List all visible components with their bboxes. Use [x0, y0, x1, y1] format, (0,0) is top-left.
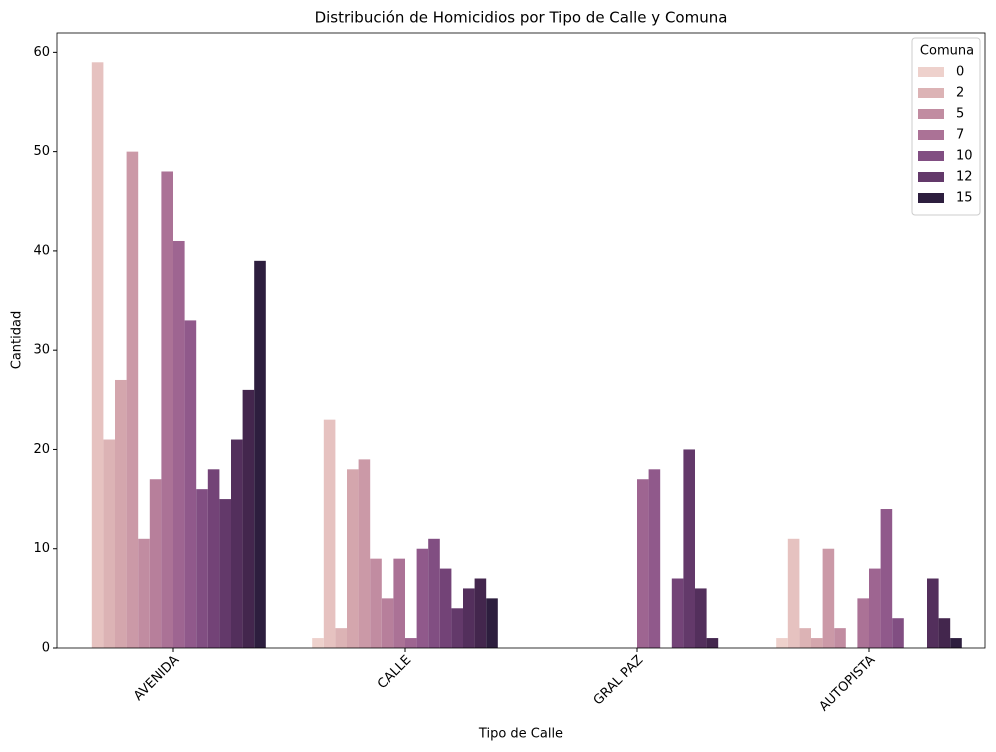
bar	[149, 479, 162, 648]
bar	[463, 588, 475, 648]
bar	[416, 548, 429, 648]
x-tick-label: GRAL PAZ	[591, 653, 647, 709]
bar	[439, 568, 452, 648]
bar	[428, 538, 440, 648]
bar	[207, 469, 220, 648]
legend-label: 5	[956, 107, 964, 122]
legend-label: 0	[956, 65, 964, 80]
bar	[695, 588, 707, 648]
y-tick-label: 60	[33, 45, 50, 60]
bar	[787, 538, 800, 648]
legend-label: 10	[956, 149, 973, 164]
legend-box	[911, 37, 981, 216]
y-tick-label: 10	[33, 541, 50, 556]
bar	[126, 151, 139, 648]
bar	[776, 638, 788, 648]
legend-swatch	[918, 193, 944, 203]
legend-swatch	[918, 88, 944, 98]
x-tick-label: CALLE	[375, 653, 414, 692]
bar	[161, 171, 173, 648]
bar	[231, 439, 243, 648]
legend-swatch	[918, 151, 944, 161]
bar	[370, 558, 382, 648]
legend-swatch	[918, 172, 944, 182]
axes-frame	[56, 32, 986, 649]
x-axis-label: Tipo de Calle	[478, 727, 563, 742]
bar	[219, 499, 231, 648]
bar	[451, 608, 463, 648]
legend-title: Comuna	[920, 44, 974, 59]
y-tick-label: 30	[33, 343, 50, 358]
y-axis-label: Cantidad	[10, 311, 25, 369]
bar	[799, 628, 811, 648]
bar	[335, 628, 347, 648]
bar	[938, 618, 951, 648]
legend-label: 15	[956, 191, 973, 206]
bar	[880, 509, 893, 648]
bar	[115, 379, 127, 648]
y-tick-label: 40	[33, 243, 50, 258]
bar	[950, 638, 962, 648]
bar	[323, 419, 336, 648]
legend-swatch	[918, 109, 944, 119]
bar	[381, 598, 394, 648]
y-tick-label: 0	[42, 641, 50, 656]
x-tick-label: AUTOPISTA	[817, 653, 879, 715]
bar	[822, 548, 835, 648]
y-tick-label: 20	[33, 442, 50, 457]
bar	[405, 638, 417, 648]
bar	[927, 578, 939, 648]
chart-title: Distribución de Homicidios por Tipo de C…	[315, 9, 728, 27]
bar	[857, 598, 869, 648]
legend-swatch	[918, 67, 944, 77]
bar	[811, 638, 823, 648]
bar	[474, 578, 487, 648]
bar	[892, 618, 904, 648]
bar	[358, 459, 371, 648]
bar	[138, 538, 150, 648]
bar	[242, 389, 255, 648]
bar	[347, 469, 359, 648]
bar	[184, 320, 197, 648]
bar	[834, 628, 846, 648]
legend-label: 2	[956, 86, 964, 101]
bar	[254, 260, 266, 648]
bar	[683, 449, 695, 648]
bar	[196, 489, 208, 648]
bar	[91, 62, 104, 649]
bar	[637, 479, 649, 648]
bar	[173, 240, 185, 648]
bar	[393, 558, 405, 648]
legend-swatch	[918, 130, 944, 140]
legend-label: 12	[956, 170, 973, 185]
bar	[312, 638, 324, 648]
bar	[103, 439, 115, 648]
bar	[486, 598, 498, 648]
bar	[706, 638, 719, 648]
x-tick-label: AVENIDA	[131, 653, 182, 704]
bar	[648, 469, 661, 648]
bar	[869, 568, 881, 648]
y-tick-label: 50	[33, 144, 50, 159]
legend-label: 7	[956, 128, 964, 143]
bar	[671, 578, 684, 648]
